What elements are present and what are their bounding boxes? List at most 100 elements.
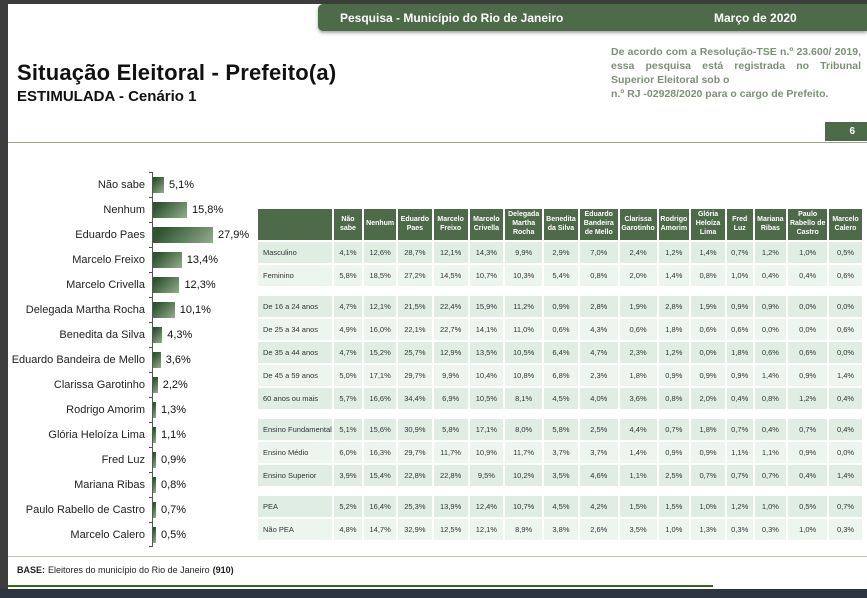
chart-bar (153, 276, 180, 293)
table-cell: 1,1% (619, 465, 657, 486)
table-cell: 4,3% (579, 319, 618, 340)
chart-axis-area: 15,8% (149, 197, 254, 222)
table-cell: 0,6% (726, 319, 753, 340)
table-cell: 10,5% (469, 388, 504, 409)
table-cell: 4,9% (333, 319, 363, 340)
table-column-header: Benedita da Silva (544, 209, 578, 240)
table-cell: 0,7% (726, 242, 753, 263)
table-row: Ensino Médio 6,0% 16,3% 29,7% 11,7% 10,9% 11,7… (258, 442, 862, 463)
table-cell: 0,0% (788, 296, 828, 317)
table-cell: 12,6% (364, 242, 396, 263)
table-row-label: Não PEA (258, 519, 332, 540)
table-column-header: Marcelo Calero (829, 209, 862, 240)
table-cell: 1,0% (658, 519, 690, 540)
table-cell: 8,1% (505, 388, 543, 409)
chart-value-label: 4,3% (167, 328, 193, 341)
table-cell: 12,5% (433, 519, 468, 540)
table-cell: 1,2% (658, 342, 690, 363)
table-column-header: Mariana Ribas (754, 209, 787, 240)
table-cell: 4,4% (619, 419, 657, 440)
table-group-spacer (258, 288, 862, 294)
table-cell: 1,1% (726, 442, 753, 463)
table-cell: 5,8% (544, 419, 578, 440)
table-cell: 0,6% (829, 265, 862, 286)
chart-value-label: 10,1% (179, 303, 211, 316)
table-cell: 22,1% (398, 319, 432, 340)
table-cell: 9,9% (433, 365, 468, 386)
chart-axis-area: 10,1% (149, 297, 254, 322)
table-row: PEA 5,2% 16,4% 25,3% 13,9% 12,4% 10,7% 4,5% 4,2%… (258, 496, 862, 517)
table-cell: 6,0% (333, 442, 363, 463)
table-cell: 0,7% (788, 419, 828, 440)
header-divider (8, 142, 867, 143)
table-cell: 1,4% (658, 265, 690, 286)
table-row-label: De 35 a 44 anos (258, 342, 332, 363)
chart-axis-area: 4,3% (149, 322, 254, 347)
chart-bar (153, 326, 163, 343)
table-cell: 0,7% (754, 465, 787, 486)
table-cell: 2,5% (658, 465, 690, 486)
table-cell: 0,8% (658, 388, 690, 409)
chart-axis-area: 5,1% (149, 172, 254, 197)
table-cell: 2,0% (619, 265, 657, 286)
chart-value-label: 15,8% (191, 203, 224, 216)
table-cell: 12,1% (433, 242, 468, 263)
table-column-header: Paulo Rabello de Castro (788, 209, 828, 240)
table-cell: 0,6% (788, 342, 828, 363)
table-cell: 1,8% (691, 419, 725, 440)
table-cell: 1,9% (619, 296, 657, 317)
table-cell: 4,6% (579, 465, 618, 486)
chart-bar (153, 501, 156, 518)
chart-value-label: 0,8% (161, 478, 187, 491)
chart-axis-area: 1,1% (149, 422, 254, 447)
table-cell: 16,6% (364, 388, 396, 409)
table-cell: 6,4% (544, 342, 578, 363)
table-cell: 17,1% (364, 365, 396, 386)
table-cell: 0,8% (754, 388, 787, 409)
table-cell: 15,2% (364, 342, 396, 363)
table-cell: 0,7% (829, 496, 862, 517)
base-count: (910) (212, 565, 234, 575)
chart-value-label: 0,9% (161, 453, 187, 466)
base-text: Eleitores do município do Rio de Janeiro (48, 565, 210, 575)
table-row-label: De 45 a 59 anos (258, 365, 332, 386)
chart-bar (153, 526, 156, 543)
table-cell: 1,4% (754, 365, 787, 386)
table-column-header: Glória Heloíza Lima (691, 209, 725, 240)
table-cell: 3,6% (619, 388, 657, 409)
table-column-header: Marcelo Freixo (433, 209, 468, 240)
table-cell: 1,0% (788, 242, 828, 263)
table-cell: 2,8% (658, 296, 690, 317)
table-cell: 4,7% (333, 342, 363, 363)
table-cell: 1,4% (829, 465, 862, 486)
table-cell: 2,5% (579, 419, 618, 440)
chart-row: Glória Heloíza Lima 1,1% (6, 422, 254, 447)
page-subtitle: ESTIMULADA - Cenário 1 (17, 88, 197, 105)
table-cell: 1,2% (658, 242, 690, 263)
table-row-label: Masculino (258, 242, 332, 263)
chart-row: Não sabe 5,1% (6, 172, 254, 197)
table-cell: 0,9% (658, 365, 690, 386)
chart-row: Paulo Rabello de Castro 0,7% (6, 497, 254, 522)
table-group-spacer (258, 411, 862, 417)
chart-category-label: Nenhum (103, 203, 145, 216)
table-cell: 0,0% (788, 319, 828, 340)
table-cell: 3,5% (619, 519, 657, 540)
chart-row: Fred Luz 0,9% (6, 447, 254, 472)
header-bar-date: Março de 2020 (714, 11, 797, 25)
table-column-header: Nenhum (364, 209, 396, 240)
table-cell: 0,4% (788, 465, 828, 486)
table-cell: 9,9% (505, 242, 543, 263)
table-cell: 14,7% (364, 519, 396, 540)
table-cell: 0,4% (754, 419, 787, 440)
table-cell: 0,9% (691, 365, 725, 386)
table-cell: 1,9% (691, 296, 725, 317)
table-row: De 16 a 24 anos 4,7% 12,1% 21,5% 22,4% 15,9% 1… (258, 296, 862, 317)
table-cell: 0,6% (754, 342, 787, 363)
table-cell: 5,8% (333, 265, 363, 286)
chart-category-label: Eduardo Bandeira de Mello (11, 353, 145, 366)
table-cell: 1,0% (788, 519, 828, 540)
table-cell: 29,7% (398, 442, 432, 463)
table-row: De 25 a 34 anos 4,9% 16,0% 22,1% 22,7% 14,1% 1… (258, 319, 862, 340)
table-corner-cell (258, 209, 332, 240)
